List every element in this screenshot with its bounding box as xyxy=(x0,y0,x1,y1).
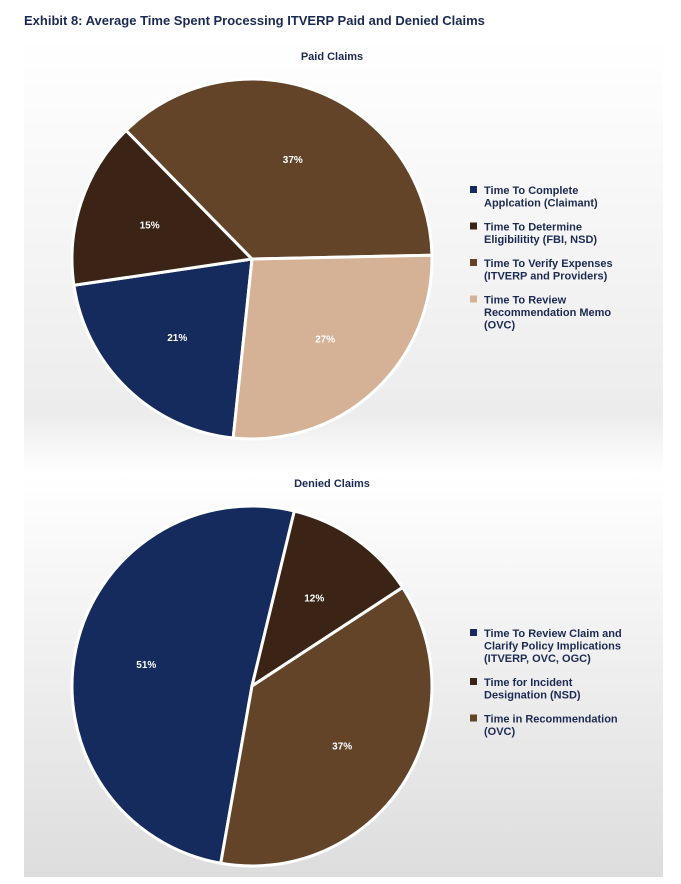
legend-swatch xyxy=(470,295,477,303)
legend-swatch xyxy=(470,186,477,193)
pie-slice-label: 37% xyxy=(283,155,303,166)
pie-slice xyxy=(72,257,254,440)
page-title: Exhibit 8: Average Time Spent Processing… xyxy=(24,13,485,28)
legend-label: Time for Incident xyxy=(484,677,573,689)
legend-label: Time To Complete xyxy=(484,185,578,197)
legend-label: Clarify Policy Implications xyxy=(484,641,621,653)
legend-label: Applcation (Claimant) xyxy=(484,198,598,210)
legend-label: (OVC) xyxy=(484,726,516,738)
pie-slice-label: 37% xyxy=(332,741,352,752)
pie-slice xyxy=(250,509,405,688)
legend-swatch xyxy=(470,259,477,266)
pie-slice xyxy=(124,77,434,261)
pie-slice-label: 27% xyxy=(315,334,335,345)
pie-slice xyxy=(70,128,254,287)
pie-slice-label: 12% xyxy=(304,594,324,605)
legend-label: Recommendation Memo xyxy=(484,307,611,319)
legend-label: Time To Verify Expenses xyxy=(484,258,613,270)
legend-item: Time To Verify Expenses(ITVERP and Provi… xyxy=(470,258,613,283)
pie-chart-1: Paid Claims 21% 15% 37% 27% Time To CompleteA… xyxy=(70,51,613,441)
pie-slice-label: 21% xyxy=(167,333,187,344)
legend-label: (OVC) xyxy=(484,320,516,332)
legend-label: Time To Review Claim and xyxy=(484,628,622,640)
legend-swatch xyxy=(470,629,477,636)
legend-label: (ITVERP, OVC, OGC) xyxy=(484,653,591,665)
legend-label: Designation (NSD) xyxy=(484,690,581,702)
pie-slice-label: 15% xyxy=(140,221,160,232)
pie-slice xyxy=(219,585,434,868)
pie-chart-title: Denied Claims xyxy=(294,478,370,490)
pie-slice xyxy=(70,504,296,865)
legend-label: Time in Recommendation xyxy=(484,714,618,726)
legend-swatch xyxy=(470,222,477,230)
pie-slice-label: 51% xyxy=(136,660,156,671)
legend-swatch xyxy=(470,678,477,685)
legend-label: Time To Review xyxy=(484,295,567,307)
pie-chart-2: Denied Claims 51% 12% 37% Time To Review Cla… xyxy=(70,478,622,868)
legend-swatch xyxy=(470,714,477,722)
legend-label: (ITVERP and Providers) xyxy=(484,271,608,283)
legend-label: Time To Determine xyxy=(484,222,582,234)
pie-chart-title: Paid Claims xyxy=(301,51,363,63)
pie-slice xyxy=(231,253,434,441)
legend-label: Eligibilitity (FBI, NSD) xyxy=(484,234,597,246)
legend-item: Time in Recommendation(OVC) xyxy=(470,714,618,738)
